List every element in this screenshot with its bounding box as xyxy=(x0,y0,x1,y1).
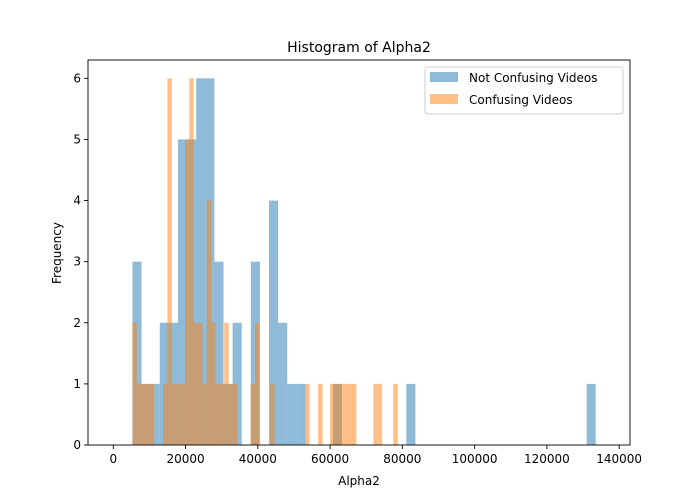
histogram-bar xyxy=(330,383,335,445)
legend-label-not-confusing: Not Confusing Videos xyxy=(469,71,598,85)
x-tick-label: 80000 xyxy=(383,452,421,466)
histogram-bar xyxy=(393,383,398,445)
y-tick-label: 5 xyxy=(73,132,81,146)
histogram-bar xyxy=(214,261,224,445)
histogram-bar xyxy=(338,383,344,445)
histogram-bar xyxy=(189,78,194,445)
histogram-bar xyxy=(167,78,172,445)
y-tick-label: 6 xyxy=(73,71,81,85)
y-tick-label: 3 xyxy=(73,255,81,269)
histogram-bar xyxy=(351,383,357,445)
histogram-bar xyxy=(180,383,185,445)
histogram-bar xyxy=(163,383,168,445)
histogram-bar xyxy=(145,383,150,445)
histogram-bar xyxy=(206,200,212,445)
histogram-bar xyxy=(406,383,416,445)
histogram-bar xyxy=(149,383,155,445)
y-tick-label: 0 xyxy=(73,438,81,452)
x-tick-label: 140000 xyxy=(596,452,642,466)
histogram-bar xyxy=(228,383,233,445)
x-tick-label: 60000 xyxy=(311,452,349,466)
x-tick-label: 0 xyxy=(109,452,117,466)
histogram-bar xyxy=(586,383,596,445)
histogram-bar xyxy=(215,383,220,445)
y-axis-label: Frequency xyxy=(50,222,64,284)
y-tick-label: 1 xyxy=(73,377,81,391)
histogram-bar xyxy=(250,383,255,445)
histogram-bar xyxy=(202,383,207,445)
histogram-bar xyxy=(196,78,206,445)
histogram-bar xyxy=(132,322,137,445)
legend-label-confusing: Confusing Videos xyxy=(469,93,573,107)
x-axis-ticks: 0 20000 40000 60000 80000 100000 120000 140000 xyxy=(109,445,642,466)
histogram-bar xyxy=(171,383,177,445)
x-tick-label: 20000 xyxy=(166,452,204,466)
histogram-bar xyxy=(343,383,348,445)
histogram-bar xyxy=(132,261,142,445)
x-tick-label: 40000 xyxy=(239,452,277,466)
histogram-bar xyxy=(219,383,225,445)
axes-frame xyxy=(87,59,631,446)
histogram-bar xyxy=(334,383,339,445)
histogram-bar xyxy=(176,383,181,445)
x-tick-label: 100000 xyxy=(452,452,498,466)
chart-title: Histogram of Alpha2 xyxy=(287,40,431,56)
histogram-bar xyxy=(224,322,229,445)
histogram-bar xyxy=(269,200,279,445)
histogram-bar xyxy=(136,383,142,445)
histogram-bar xyxy=(347,383,352,445)
histogram-bar xyxy=(278,322,288,445)
histogram-bar xyxy=(296,383,306,445)
bars-layer xyxy=(132,78,596,445)
legend: Not Confusing Videos Confusing Videos xyxy=(424,66,624,115)
y-tick-label: 2 xyxy=(73,316,81,330)
legend-swatch-not-confusing xyxy=(430,72,458,82)
histogram-bar xyxy=(318,383,323,445)
histogram-bar xyxy=(141,383,146,445)
legend-swatch-confusing xyxy=(430,94,458,104)
y-axis-ticks: 0 1 2 3 4 5 6 xyxy=(73,71,88,452)
histogram-bar xyxy=(254,322,260,445)
histogram-bar xyxy=(373,383,378,445)
x-tick-label: 120000 xyxy=(524,452,570,466)
histogram-bar xyxy=(198,322,203,445)
histogram-bar xyxy=(184,139,190,445)
series-1 xyxy=(132,78,398,445)
histogram-bar xyxy=(287,383,297,445)
legend-box xyxy=(424,66,624,115)
histogram-bar xyxy=(305,383,310,445)
histogram-bar xyxy=(233,383,238,445)
y-tick-label: 4 xyxy=(73,194,81,208)
histogram-bar xyxy=(377,383,383,445)
x-axis-label: Alpha2 xyxy=(338,474,380,488)
histogram-bar xyxy=(211,322,216,445)
histogram-bar xyxy=(177,139,188,445)
histogram-bar xyxy=(270,383,275,445)
histogram-bar xyxy=(150,383,160,445)
histogram-bar xyxy=(193,322,199,445)
